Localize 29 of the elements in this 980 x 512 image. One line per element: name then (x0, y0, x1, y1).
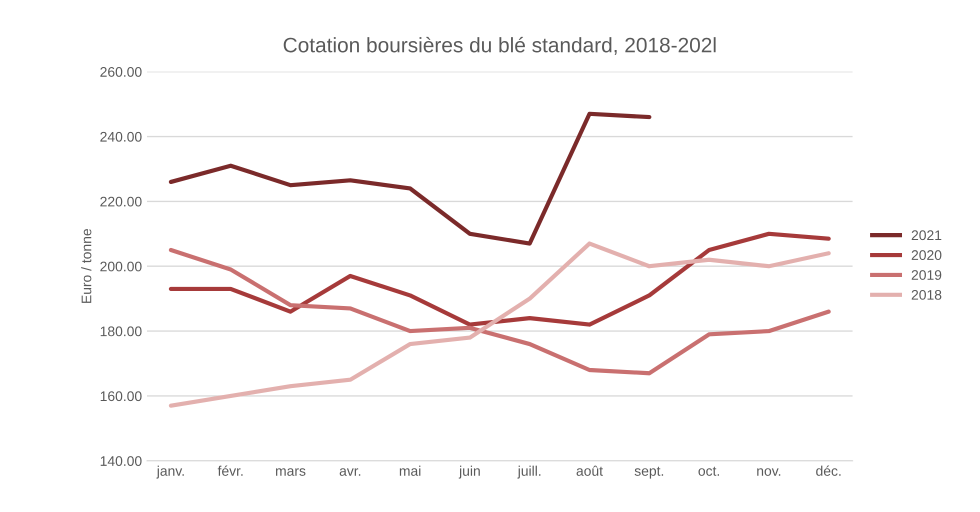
line-series (168, 232, 831, 327)
x-tick-label: mai (400, 466, 420, 476)
x-tick-label: sept. (634, 466, 664, 479)
y-axis-title: Euro / tonne (81, 229, 92, 303)
x-tick-label: déc. (816, 466, 841, 476)
legend-label: 2019 (912, 270, 942, 280)
x-tick-label: juill. (517, 466, 540, 479)
x-tick-label: janv. (156, 466, 184, 479)
line-series (168, 241, 831, 408)
y-tick-label: 160.00 (100, 391, 142, 402)
y-tick-label: 180.00 (100, 326, 142, 336)
x-tick-label: oct. (698, 466, 720, 476)
x-tick-label: juin (458, 466, 480, 479)
y-tick-label: 220.00 (100, 196, 142, 207)
line-series (168, 112, 652, 246)
x-tick-label: févr. (218, 466, 243, 476)
y-tick-label: 240.00 (100, 132, 142, 142)
chart-title: Cotation boursières du blé standard, 2018-202l (284, 36, 716, 55)
legend-label: 2020 (912, 250, 942, 260)
y-tick-label: 200.00 (100, 262, 142, 272)
line-series (168, 248, 831, 376)
y-tick-label: 140.00 (100, 456, 142, 466)
legend-label: 2021 (912, 230, 942, 240)
x-tick-label: août (576, 466, 603, 476)
y-tick-label: 260.00 (100, 67, 142, 77)
x-tick-label: avr. (340, 468, 360, 476)
legend-label: 2018 (912, 290, 942, 300)
x-tick-label: mars (276, 468, 306, 476)
x-tick-label: nov. (757, 468, 780, 476)
